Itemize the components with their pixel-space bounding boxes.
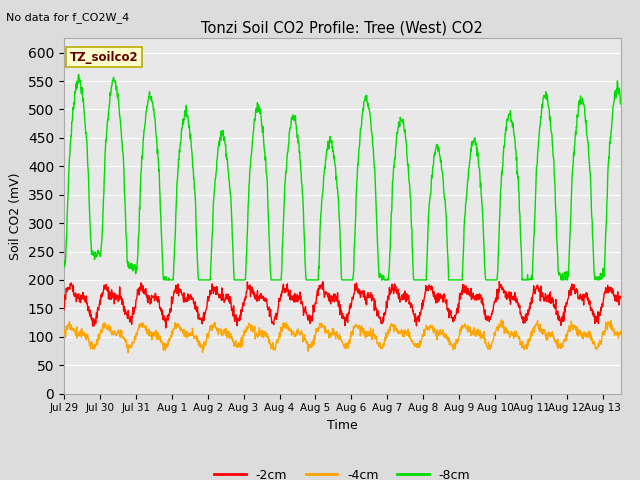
Y-axis label: Soil CO2 (mV): Soil CO2 (mV) bbox=[10, 172, 22, 260]
Text: No data for f_CO2W_4: No data for f_CO2W_4 bbox=[6, 12, 130, 23]
Legend: -2cm, -4cm, -8cm: -2cm, -4cm, -8cm bbox=[209, 464, 476, 480]
X-axis label: Time: Time bbox=[327, 419, 358, 432]
Text: TZ_soilco2: TZ_soilco2 bbox=[70, 51, 138, 64]
Title: Tonzi Soil CO2 Profile: Tree (West) CO2: Tonzi Soil CO2 Profile: Tree (West) CO2 bbox=[202, 21, 483, 36]
